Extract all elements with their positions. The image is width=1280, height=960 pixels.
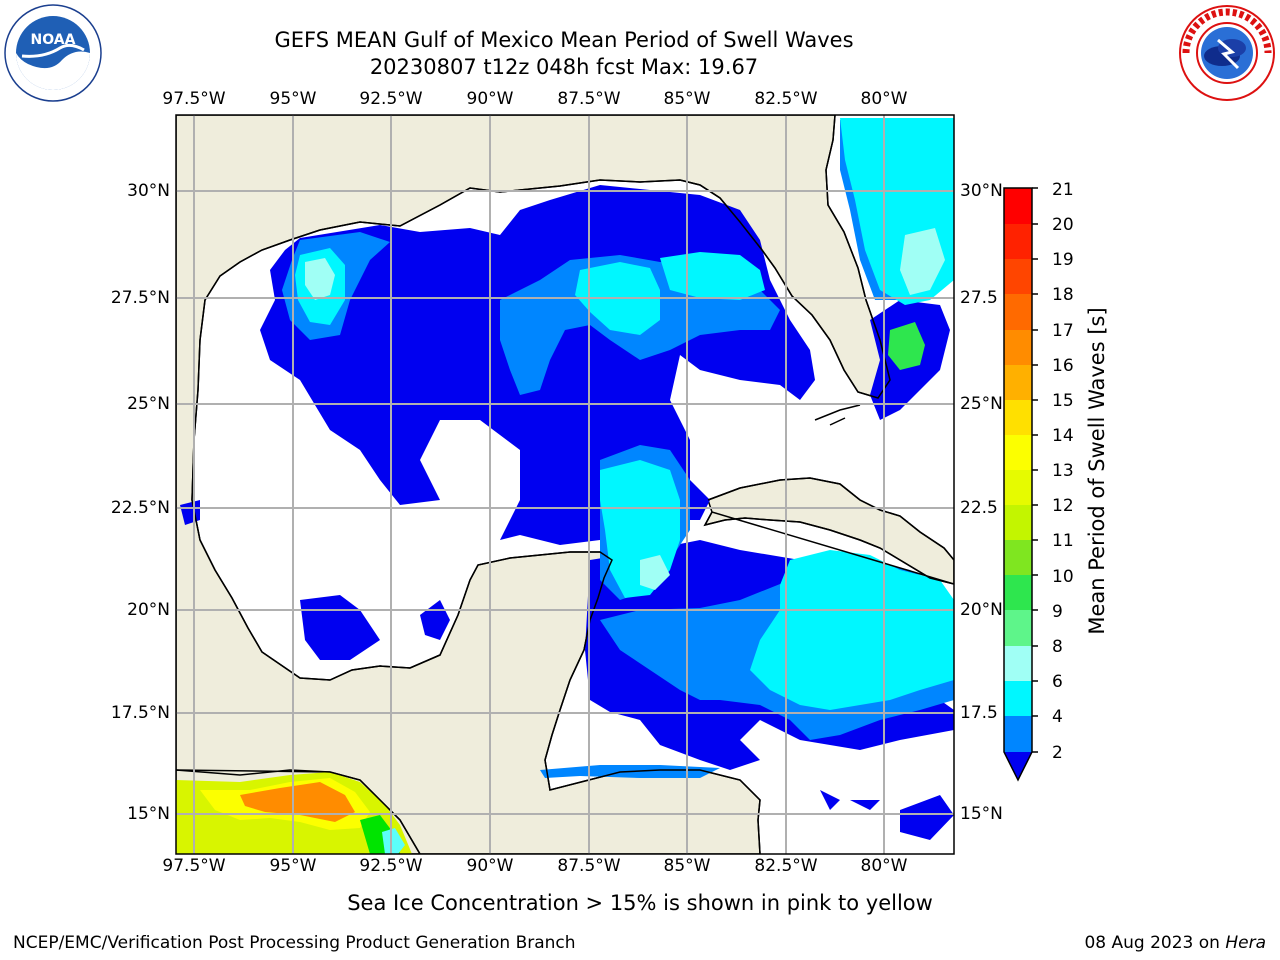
lat-tick-left: 17.5°N <box>110 703 170 723</box>
lat-tick-left: 25°N <box>127 394 170 414</box>
lat-tick-right: 17.5 <box>960 703 998 723</box>
lon-tick-top: 80°W <box>860 89 908 109</box>
lon-tick-bottom: 80°W <box>860 856 908 876</box>
colorbar <box>1003 187 1038 782</box>
colorbar-tick: 21 <box>1052 180 1074 200</box>
lon-tick-bottom: 87.5°W <box>557 856 621 876</box>
colorbar-tick: 2 <box>1052 743 1063 763</box>
colorbar-tick: 13 <box>1052 461 1074 481</box>
colorbar-tick: 8 <box>1052 637 1063 657</box>
lon-tick-bottom: 82.5°W <box>754 856 818 876</box>
chart-subtitle: 20230807 t12z 048h fcst Max: 19.67 <box>369 55 759 79</box>
graticule <box>176 115 954 854</box>
lat-tick-right: 25°N <box>960 394 1003 414</box>
lon-tick-bottom: 85°W <box>663 856 711 876</box>
lon-tick-bottom: 95°W <box>269 856 317 876</box>
swell-field-8s <box>305 228 945 590</box>
lat-tick-right: 15°N <box>960 804 1003 824</box>
chart-title: GEFS MEAN Gulf of Mexico Mean Period of … <box>274 28 854 52</box>
lon-tick-top: 90°W <box>466 89 514 109</box>
lat-tick-left: 27.5°N <box>110 288 170 308</box>
lat-tick-right: 27.5 <box>960 288 998 308</box>
lon-tick-top: 85°W <box>663 89 711 109</box>
noaa-logo: NOAA <box>4 4 102 102</box>
coastline <box>176 115 954 854</box>
nws-logo <box>1179 5 1275 101</box>
colorbar-tick: 18 <box>1052 285 1074 305</box>
swell-field-10s <box>888 322 925 370</box>
lon-tick-top: 95°W <box>269 89 317 109</box>
colorbar-label: Mean Period of Swell Waves [s] <box>1085 307 1109 635</box>
lon-tick-top: 87.5°W <box>557 89 621 109</box>
colorbar-tick: 20 <box>1052 215 1074 235</box>
colorbar-tick: 19 <box>1052 250 1074 270</box>
lat-tick-right: 30°N <box>960 181 1003 201</box>
colorbar-tick: 6 <box>1052 672 1063 692</box>
colorbar-tick: 4 <box>1052 707 1063 727</box>
footer-date-text: 08 Aug 2023 on <box>1084 933 1226 953</box>
colorbar-tick: 15 <box>1052 391 1074 411</box>
colorbar-tick: 17 <box>1052 321 1074 341</box>
lat-tick-left: 22.5°N <box>110 498 170 518</box>
colorbar-tick: 11 <box>1052 531 1074 551</box>
svg-text:NOAA: NOAA <box>31 32 76 48</box>
lon-tick-top: 92.5°W <box>359 89 423 109</box>
lat-tick-left: 30°N <box>127 181 170 201</box>
sea-ice-caption: Sea Ice Concentration > 15% is shown in … <box>347 891 933 915</box>
lon-tick-bottom: 92.5°W <box>359 856 423 876</box>
map-frame <box>175 114 955 855</box>
lon-tick-top: 97.5°W <box>162 89 226 109</box>
lon-tick-bottom: 90°W <box>466 856 514 876</box>
colorbar-tick: 14 <box>1052 426 1074 446</box>
colorbar-tick: 9 <box>1052 602 1063 622</box>
colorbar-tick: 12 <box>1052 496 1074 516</box>
footer-credit: NCEP/EMC/Verification Post Processing Pr… <box>13 933 576 953</box>
footer-date: 08 Aug 2023 on Hera <box>1084 933 1266 953</box>
lat-tick-right: 22.5 <box>960 498 998 518</box>
lon-tick-bottom: 97.5°W <box>162 856 226 876</box>
lat-tick-left: 15°N <box>127 804 170 824</box>
colorbar-tick: 16 <box>1052 356 1074 376</box>
footer-host: Hera <box>1225 933 1266 953</box>
lat-tick-left: 20°N <box>127 600 170 620</box>
colorbar-tick: 10 <box>1052 567 1074 587</box>
lon-tick-top: 82.5°W <box>754 89 818 109</box>
lat-tick-right: 20°N <box>960 600 1003 620</box>
